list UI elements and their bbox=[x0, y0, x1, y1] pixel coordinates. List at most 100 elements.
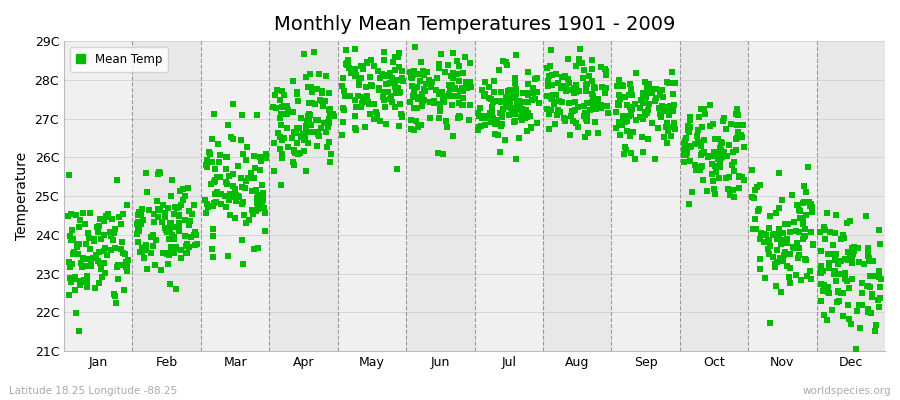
Point bbox=[442, 90, 456, 97]
Point bbox=[460, 85, 474, 92]
Point bbox=[482, 84, 496, 90]
Point bbox=[573, 46, 588, 52]
Point bbox=[320, 129, 334, 136]
Point bbox=[335, 82, 349, 89]
Point bbox=[623, 81, 637, 87]
Point bbox=[624, 112, 638, 118]
Point bbox=[456, 70, 471, 76]
Point bbox=[617, 94, 632, 100]
Point bbox=[832, 270, 846, 277]
Point bbox=[814, 248, 829, 254]
Point bbox=[274, 137, 289, 144]
Point bbox=[572, 56, 586, 62]
Point bbox=[66, 236, 80, 242]
Point bbox=[485, 107, 500, 114]
Point bbox=[156, 202, 170, 208]
Point bbox=[508, 52, 523, 58]
Point bbox=[635, 96, 650, 103]
Point bbox=[665, 69, 680, 76]
Point bbox=[731, 111, 745, 118]
Point bbox=[86, 255, 100, 261]
Point bbox=[228, 188, 242, 195]
Point bbox=[287, 162, 302, 168]
Point bbox=[413, 59, 428, 66]
Point bbox=[310, 117, 325, 123]
Point bbox=[707, 163, 722, 169]
Point bbox=[852, 325, 867, 331]
Point bbox=[310, 131, 325, 138]
Point bbox=[200, 164, 214, 170]
Point bbox=[130, 221, 145, 228]
Bar bbox=[474, 41, 543, 351]
Point bbox=[515, 116, 529, 123]
Point bbox=[412, 71, 427, 77]
Point bbox=[180, 240, 194, 247]
Point bbox=[234, 201, 248, 207]
Point bbox=[248, 164, 262, 171]
Point bbox=[793, 214, 807, 221]
Point bbox=[359, 83, 374, 90]
Point bbox=[681, 129, 696, 135]
Point bbox=[226, 183, 240, 189]
Point bbox=[314, 88, 328, 94]
Point bbox=[814, 270, 828, 276]
Point bbox=[771, 231, 786, 237]
Point bbox=[685, 189, 699, 195]
Point bbox=[757, 231, 771, 237]
Point bbox=[235, 184, 249, 190]
Point bbox=[727, 194, 742, 200]
Point bbox=[94, 236, 108, 242]
Point bbox=[699, 188, 714, 195]
Point bbox=[303, 84, 318, 90]
Point bbox=[79, 279, 94, 286]
Point bbox=[320, 124, 335, 130]
Point bbox=[189, 232, 203, 238]
Point bbox=[274, 182, 289, 188]
Point bbox=[134, 206, 148, 212]
Point bbox=[797, 234, 812, 240]
Point bbox=[159, 225, 174, 231]
Point bbox=[540, 83, 554, 90]
Point bbox=[144, 234, 158, 240]
Point bbox=[660, 78, 674, 85]
Point bbox=[509, 107, 524, 113]
Point bbox=[494, 123, 508, 129]
Point bbox=[439, 118, 454, 125]
Point bbox=[796, 200, 810, 206]
Point bbox=[625, 104, 639, 110]
Point bbox=[86, 236, 101, 242]
Point bbox=[105, 216, 120, 222]
Point bbox=[616, 151, 631, 157]
Point bbox=[322, 139, 337, 145]
Point bbox=[67, 248, 81, 255]
Point bbox=[121, 257, 135, 264]
Point bbox=[838, 256, 852, 263]
Point bbox=[424, 84, 438, 90]
Point bbox=[231, 162, 246, 169]
Point bbox=[585, 66, 599, 72]
Point bbox=[616, 117, 630, 123]
Point bbox=[376, 96, 391, 103]
Point bbox=[530, 89, 544, 95]
Point bbox=[219, 166, 233, 172]
Point bbox=[410, 96, 425, 102]
Point bbox=[408, 44, 422, 50]
Point bbox=[677, 147, 691, 153]
Point bbox=[821, 284, 835, 290]
Point bbox=[713, 163, 727, 170]
Point bbox=[133, 221, 148, 228]
Point bbox=[386, 77, 400, 84]
Point bbox=[793, 208, 807, 214]
Point bbox=[771, 205, 786, 211]
Point bbox=[97, 232, 112, 238]
Point bbox=[559, 83, 573, 89]
Point bbox=[613, 96, 627, 103]
Point bbox=[202, 149, 216, 156]
Point bbox=[737, 144, 751, 150]
Point bbox=[707, 152, 722, 158]
Point bbox=[708, 152, 723, 158]
Point bbox=[104, 247, 119, 253]
Point bbox=[77, 221, 92, 227]
Point bbox=[233, 175, 248, 182]
Point bbox=[224, 134, 238, 141]
